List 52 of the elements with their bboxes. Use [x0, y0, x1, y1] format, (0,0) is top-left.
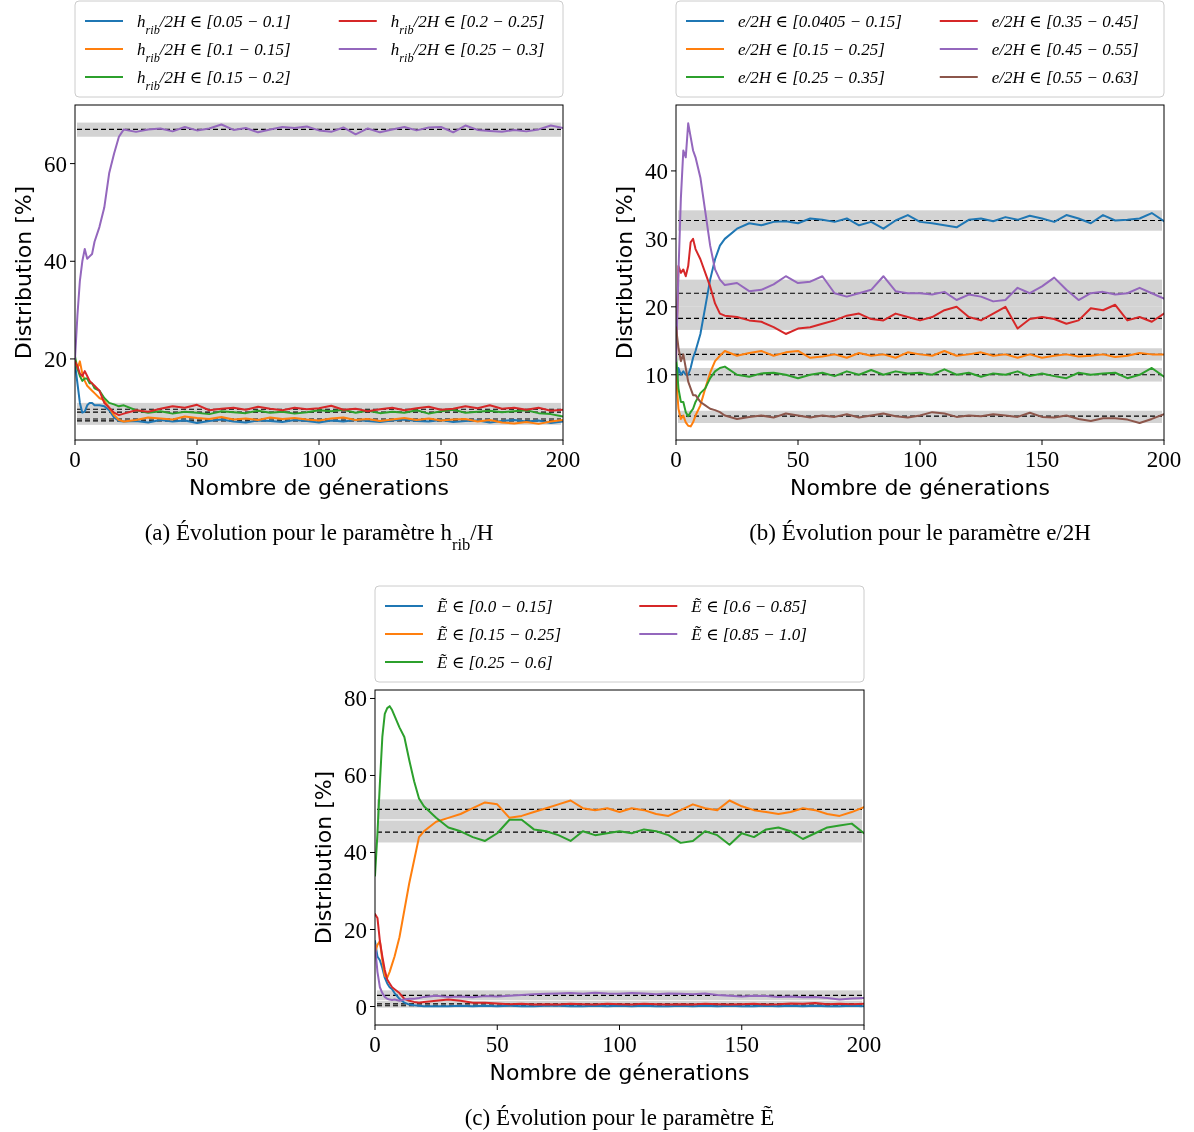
x-tick-label: 50	[786, 447, 810, 472]
x-tick-label: 100	[902, 447, 938, 472]
legend-label: e/2H ∈ [0.0405 − 0.15]	[738, 12, 902, 31]
x-tick-label: 200	[545, 447, 581, 472]
x-tick-label: 150	[724, 1032, 759, 1057]
legend-label: h$_{rib}$/2H ∈ [0.2 − 0.25]	[390, 12, 545, 37]
x-axis-title: Nombre de génerations	[489, 1060, 750, 1085]
y-tick-label: 40	[645, 158, 668, 184]
legend-label: h$_{rib}$/2H ∈ [0.1 − 0.15]	[137, 40, 291, 65]
y-tick-label: 60	[344, 763, 367, 789]
y-tick-label: 40	[44, 249, 67, 275]
legend-label: e/2H ∈ [0.35 − 0.45]	[991, 12, 1139, 31]
legend-label: e/2H ∈ [0.25 − 0.35]	[738, 68, 885, 87]
legend-label: Ẽ ∈ [0.6 − 0.85]	[690, 597, 807, 616]
legend-label: Ẽ ∈ [0.15 − 0.25]	[436, 625, 562, 644]
x-tick-label: 100	[301, 447, 337, 472]
x-tick-label: 200	[846, 1032, 882, 1057]
x-tick-label: 150	[423, 447, 459, 472]
line-series	[676, 349, 1164, 428]
y-tick-label: 20	[44, 346, 67, 372]
y-tick-label: 20	[344, 917, 367, 943]
x-axis-title: Nombre de génerations	[188, 475, 450, 500]
line-series	[375, 913, 864, 1006]
legend-label: h$_{rib}$/2H ∈ [0.25 − 0.3]	[390, 40, 545, 65]
y-tick-label: 30	[645, 226, 668, 252]
legend-label: Ẽ ∈ [0.85 − 1.0]	[690, 625, 807, 644]
text: (a) Évolution pour le paramètre h$_{rib}$/H	[144, 520, 494, 554]
text: (b) Évolution pour le paramètre e/2H	[749, 520, 1091, 545]
legend-label: e/2H ∈ [0.15 − 0.25]	[738, 40, 885, 59]
x-tick-label: 200	[1146, 447, 1182, 472]
x-tick-label: 100	[602, 1032, 637, 1057]
legend-label: Ẽ ∈ [0.0 − 0.15]	[436, 597, 553, 616]
y-tick-label: 40	[344, 840, 367, 866]
y-tick-label: 80	[344, 686, 367, 712]
legend-label: e/2H ∈ [0.45 − 0.55]	[991, 40, 1139, 59]
x-tick-label: 150	[1024, 447, 1060, 472]
y-axis-title: Distribution [%]	[612, 185, 637, 360]
y-axis-title: Distribution [%]	[11, 185, 36, 360]
y-tick-label: 60	[44, 151, 67, 177]
y-axis-title: Distribution [%]	[311, 770, 336, 945]
y-tick-label: 0	[355, 994, 367, 1020]
legend-label: h$_{rib}$/2H ∈ [0.05 − 0.1]	[137, 12, 291, 37]
legend-label: Ẽ ∈ [0.25 − 0.6]	[436, 653, 553, 672]
x-tick-label: 50	[485, 1032, 509, 1057]
legend-label: h$_{rib}$/2H ∈ [0.15 − 0.2]	[137, 68, 291, 93]
y-tick-label: 10	[645, 362, 668, 388]
text: (c) Évolution pour le paramètre Ẽ	[464, 1105, 775, 1130]
x-axis-title: Nombre de génerations	[789, 475, 1051, 500]
x-tick-label: 50	[185, 447, 209, 472]
y-tick-label: 20	[645, 294, 668, 320]
line-series	[375, 799, 864, 979]
legend-label: e/2H ∈ [0.55 − 0.63]	[991, 68, 1139, 87]
